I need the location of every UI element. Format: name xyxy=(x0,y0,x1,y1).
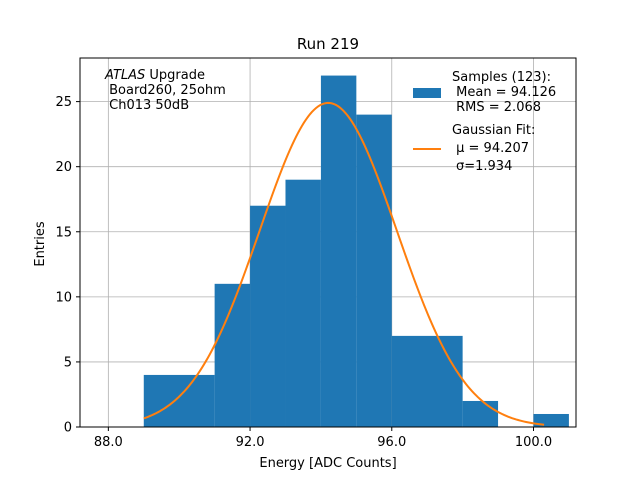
x-tick-label: 88.0 xyxy=(94,435,123,450)
x-tick-label: 96.0 xyxy=(377,435,406,450)
chart-title: Run 219 xyxy=(297,35,359,53)
y-tick-label: 20 xyxy=(55,160,72,175)
annotation-box: ATLAS Upgrade Board260, 25ohm Ch013 50dB xyxy=(104,68,226,113)
histogram-bar xyxy=(391,335,463,427)
histogram-bar xyxy=(320,75,357,428)
legend-histogram-swatch xyxy=(413,88,441,98)
annotation-line-3: Ch013 50dB xyxy=(105,98,189,113)
y-tick-label: 0 xyxy=(64,421,72,436)
annotation-upgrade: Upgrade xyxy=(145,68,205,83)
legend-histogram-rms: RMS = 2.068 xyxy=(452,100,541,115)
histogram-bar xyxy=(462,400,499,427)
histogram-bar xyxy=(285,179,321,427)
y-tick-label: 15 xyxy=(55,225,72,240)
legend-histogram-label: Samples (123): xyxy=(452,70,551,85)
y-tick-label: 25 xyxy=(55,95,72,110)
gaussian-fit xyxy=(143,101,545,426)
x-axis-label: Energy [ADC Counts] xyxy=(259,456,396,471)
legend-fit-sigma: σ=1.934 xyxy=(456,159,512,174)
annotation-atlas: ATLAS xyxy=(104,68,145,83)
x-tick-label: 100.0 xyxy=(515,435,552,450)
axis-ticks: 88.0 92.0 96.0 100.0 0 5 10 15 20 25 xyxy=(55,95,552,450)
histogram-bars xyxy=(143,75,569,428)
y-tick-label: 5 xyxy=(64,355,72,370)
annotation-line-1: ATLAS Upgrade xyxy=(104,68,205,83)
legend-fit-label: Gaussian Fit: xyxy=(452,123,535,138)
y-axis-label: Entries xyxy=(33,221,48,267)
legend-fit-mu: μ = 94.207 xyxy=(452,141,529,156)
histogram-bar xyxy=(250,205,286,427)
histogram-bar xyxy=(143,374,215,427)
y-tick-label: 10 xyxy=(55,290,72,305)
legend: Samples (123): Mean = 94.126 RMS = 2.068… xyxy=(413,70,556,174)
gaussian-fit-curve xyxy=(143,101,545,426)
x-tick-label: 92.0 xyxy=(236,435,265,450)
plot-frame xyxy=(79,57,577,428)
legend-histogram-mean: Mean = 94.126 xyxy=(452,85,556,100)
histogram-bar xyxy=(356,114,392,427)
annotation-line-2: Board260, 25ohm xyxy=(105,83,226,98)
